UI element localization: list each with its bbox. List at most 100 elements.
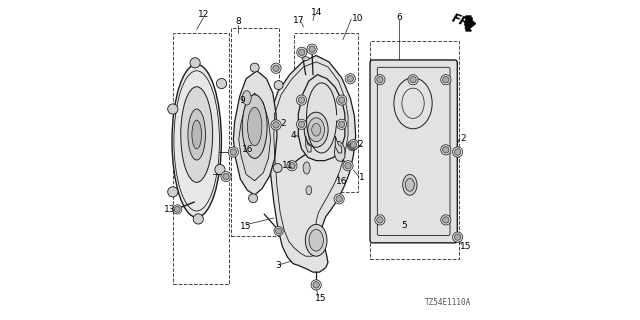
- Circle shape: [377, 76, 383, 83]
- Text: 15: 15: [241, 222, 252, 231]
- Circle shape: [334, 194, 344, 204]
- Polygon shape: [269, 55, 356, 272]
- Circle shape: [454, 234, 461, 240]
- Text: 15: 15: [460, 242, 472, 251]
- Ellipse shape: [243, 95, 267, 158]
- Text: 13: 13: [164, 205, 175, 214]
- Circle shape: [296, 119, 307, 129]
- Circle shape: [309, 46, 316, 52]
- Circle shape: [173, 205, 182, 214]
- Ellipse shape: [305, 224, 327, 256]
- Bar: [173, 33, 229, 284]
- Circle shape: [375, 75, 385, 85]
- Text: 2: 2: [280, 119, 286, 128]
- Circle shape: [377, 217, 383, 223]
- Ellipse shape: [403, 174, 417, 195]
- Text: 6: 6: [396, 13, 402, 22]
- Circle shape: [339, 97, 345, 103]
- Polygon shape: [335, 136, 342, 153]
- Circle shape: [298, 121, 305, 127]
- Polygon shape: [239, 93, 271, 181]
- Ellipse shape: [193, 214, 204, 224]
- Ellipse shape: [274, 81, 283, 90]
- Text: 16: 16: [336, 177, 348, 186]
- Circle shape: [441, 215, 451, 225]
- Circle shape: [228, 147, 239, 157]
- Circle shape: [339, 121, 345, 127]
- Circle shape: [296, 95, 307, 105]
- Circle shape: [454, 149, 461, 155]
- Circle shape: [289, 163, 295, 169]
- Circle shape: [230, 149, 237, 155]
- Circle shape: [343, 161, 353, 171]
- Circle shape: [336, 196, 342, 202]
- Text: 15: 15: [315, 294, 326, 303]
- Text: 3: 3: [275, 261, 281, 270]
- Polygon shape: [234, 71, 277, 195]
- Ellipse shape: [188, 109, 205, 160]
- Circle shape: [271, 63, 281, 73]
- Circle shape: [298, 97, 305, 103]
- Text: 2: 2: [460, 134, 465, 143]
- Bar: [294, 33, 358, 192]
- Circle shape: [452, 147, 463, 157]
- Ellipse shape: [250, 63, 259, 72]
- Circle shape: [348, 140, 358, 151]
- Ellipse shape: [304, 112, 328, 147]
- Circle shape: [348, 140, 358, 150]
- Text: 2: 2: [357, 140, 363, 149]
- Text: 4: 4: [290, 131, 296, 140]
- Polygon shape: [466, 16, 476, 31]
- Ellipse shape: [405, 179, 414, 191]
- Ellipse shape: [302, 57, 309, 60]
- Circle shape: [337, 95, 347, 105]
- Ellipse shape: [243, 91, 251, 105]
- Circle shape: [337, 119, 347, 129]
- Circle shape: [443, 217, 449, 223]
- Circle shape: [347, 76, 353, 82]
- Circle shape: [297, 47, 307, 57]
- Text: 8: 8: [235, 17, 241, 26]
- Circle shape: [307, 44, 317, 54]
- Text: 5: 5: [401, 221, 407, 230]
- Circle shape: [276, 228, 282, 234]
- Ellipse shape: [248, 194, 257, 203]
- Text: 1: 1: [359, 173, 365, 182]
- Ellipse shape: [168, 187, 178, 197]
- Circle shape: [441, 145, 451, 155]
- Text: 12: 12: [198, 10, 209, 19]
- Circle shape: [274, 227, 283, 236]
- Ellipse shape: [180, 87, 212, 182]
- Circle shape: [311, 280, 321, 290]
- Circle shape: [350, 141, 356, 148]
- Circle shape: [273, 122, 279, 128]
- Ellipse shape: [216, 78, 227, 89]
- Polygon shape: [306, 136, 311, 152]
- Ellipse shape: [303, 162, 310, 174]
- Circle shape: [223, 173, 229, 180]
- Circle shape: [299, 49, 305, 55]
- Text: TZ54E1110A: TZ54E1110A: [425, 298, 471, 307]
- Circle shape: [271, 120, 281, 130]
- Circle shape: [443, 76, 449, 83]
- Text: FR.: FR.: [450, 11, 476, 31]
- Ellipse shape: [172, 64, 221, 217]
- Bar: [232, 28, 279, 236]
- Circle shape: [221, 172, 231, 182]
- Circle shape: [345, 74, 355, 84]
- Circle shape: [410, 76, 416, 83]
- Circle shape: [441, 75, 451, 85]
- Ellipse shape: [308, 118, 324, 142]
- Circle shape: [174, 206, 180, 212]
- Text: 11: 11: [282, 161, 293, 170]
- Ellipse shape: [312, 123, 321, 136]
- Bar: [371, 41, 459, 259]
- Circle shape: [349, 142, 356, 149]
- Polygon shape: [334, 141, 345, 162]
- Text: 17: 17: [292, 16, 304, 25]
- FancyBboxPatch shape: [370, 60, 458, 243]
- Ellipse shape: [190, 58, 200, 68]
- Ellipse shape: [248, 108, 262, 146]
- Ellipse shape: [306, 186, 312, 195]
- Circle shape: [287, 161, 297, 171]
